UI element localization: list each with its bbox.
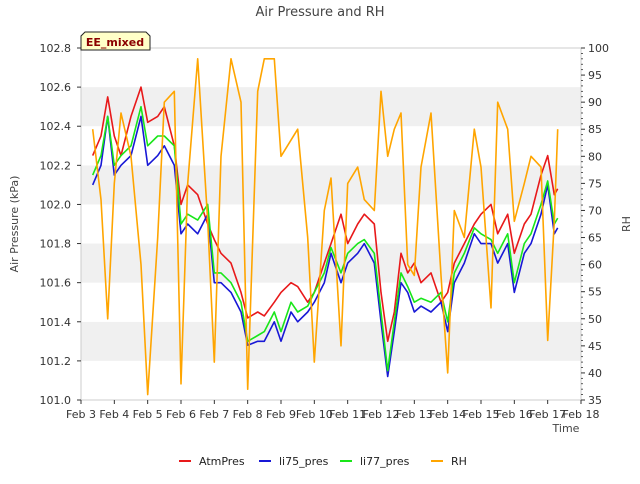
y-tick-label-right: 55 — [588, 286, 602, 299]
y-tick-label-left: 102.6 — [40, 81, 72, 94]
plot-frame — [80, 47, 582, 401]
x-tick-label: Feb 3 — [66, 408, 96, 421]
x-axis-label: Time — [552, 422, 580, 435]
x-tick-label: Feb 10 — [296, 408, 333, 421]
grid-band — [81, 204, 581, 244]
y-tick-label-left: 101.2 — [40, 355, 72, 368]
y-tick-label-left: 101.4 — [40, 316, 72, 329]
y-tick-label-right: 75 — [588, 177, 602, 190]
y-tick-label-right: 65 — [588, 232, 602, 245]
x-tick-label: Feb 7 — [199, 408, 229, 421]
y-tick-label-right: 40 — [588, 367, 602, 380]
series-line-li77-pres — [91, 105, 559, 372]
y-tick-label-right: 80 — [588, 150, 602, 163]
grid-band — [81, 87, 581, 127]
y-tick-label-left: 101.6 — [40, 277, 72, 290]
y-tick-label-right: 35 — [588, 394, 602, 407]
y-tick-label-left: 102.0 — [40, 198, 72, 211]
legend: AtmPres li75_pres li77_pres RH — [179, 455, 467, 468]
legend-label: AtmPres — [199, 455, 245, 468]
x-tick-label: Feb 16 — [496, 408, 533, 421]
x-tick-label: Feb 17 — [529, 408, 566, 421]
x-tick-label: Feb 6 — [166, 408, 196, 421]
y-tick-label-left: 102.4 — [40, 120, 72, 133]
y-tick-label-right: 85 — [588, 123, 602, 136]
grid-band — [81, 282, 581, 322]
y-tick-label-right: 95 — [588, 69, 602, 82]
grid-band — [81, 126, 581, 166]
x-tick-label: Feb 5 — [133, 408, 163, 421]
y-tick-label-right: 90 — [588, 96, 602, 109]
grid-band — [81, 360, 581, 400]
badge: EE_mixed — [80, 31, 151, 51]
y-tick-label-left: 101.0 — [40, 394, 72, 407]
series-line-li75-pres — [91, 115, 559, 378]
x-tick-label: Feb 14 — [429, 408, 466, 421]
x-tick-label: Feb 13 — [396, 408, 433, 421]
badge-text: EE_mixed — [86, 36, 144, 49]
legend-label: li75_pres — [279, 455, 329, 468]
y-tick-label-right: 100 — [588, 42, 609, 55]
y-tick-label-right: 45 — [588, 340, 602, 353]
x-tick-label: Feb 18 — [563, 408, 600, 421]
y-tick-label-right: 60 — [588, 259, 602, 272]
y-tick-label-right: 70 — [588, 204, 602, 217]
y-tick-label-right: 50 — [588, 313, 602, 326]
y-tick-label-left: 102.8 — [40, 42, 72, 55]
chart-title: Air Pressure and RH — [255, 5, 384, 20]
y-axis-label-right: RH — [620, 216, 633, 232]
x-tick-label: Feb 8 — [233, 408, 263, 421]
legend-label: RH — [451, 455, 467, 468]
y-tick-label-left: 102.2 — [40, 159, 72, 172]
x-tick-label: Feb 12 — [363, 408, 400, 421]
grid-band — [81, 321, 581, 361]
x-tick-label: Feb 4 — [99, 408, 129, 421]
x-tick-label: Feb 15 — [463, 408, 500, 421]
y-axis-label-left: Air Pressure (kPa) — [8, 176, 21, 273]
x-tick-label: Feb 11 — [329, 408, 366, 421]
y-tick-label-left: 101.8 — [40, 238, 72, 251]
grid-band — [81, 48, 581, 88]
x-tick-label: Feb 9 — [266, 408, 296, 421]
series-line-rh — [91, 57, 559, 396]
badge-box — [80, 31, 151, 51]
legend-label: li77_pres — [360, 455, 410, 468]
